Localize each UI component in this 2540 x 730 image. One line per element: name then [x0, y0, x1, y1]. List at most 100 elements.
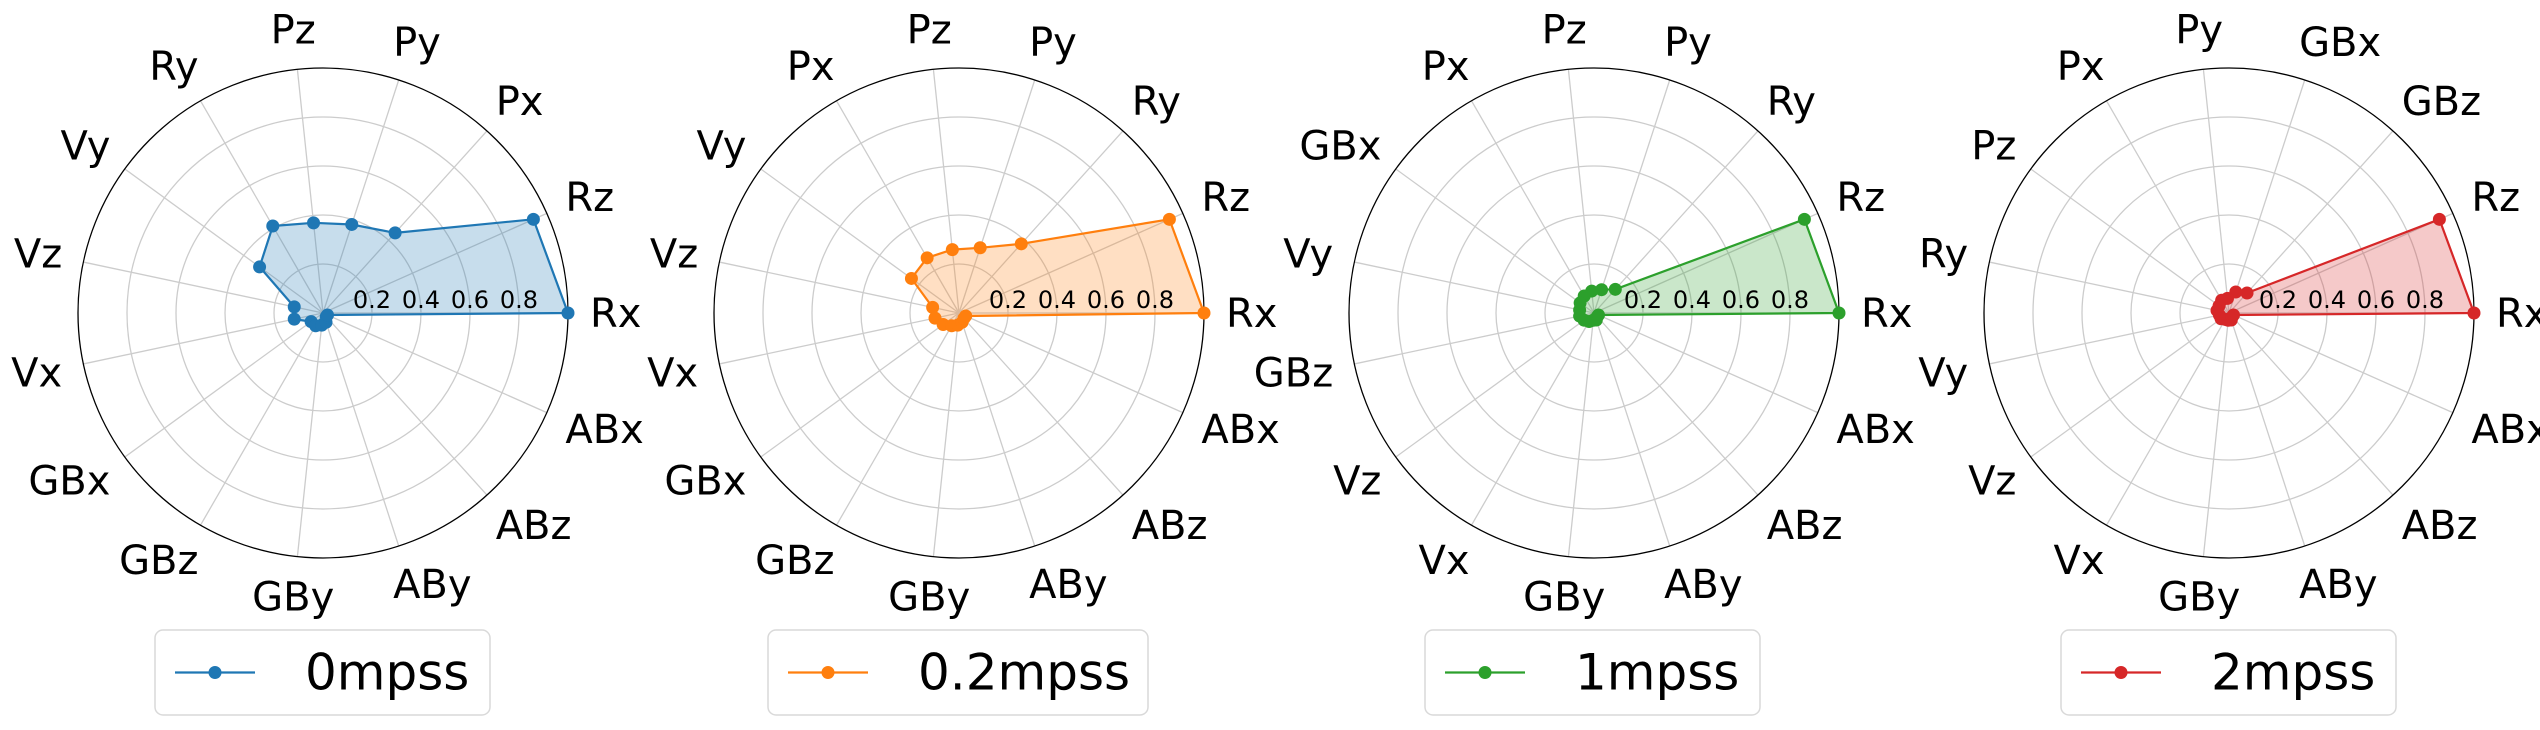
radial-tick-label: 0.6 [451, 286, 489, 314]
radial-tick-label: 0.4 [1038, 286, 1076, 314]
axis-label-rx: Rx [1226, 291, 1277, 337]
grid-spoke [2228, 312, 2306, 547]
axis-label-gbx: GBx [1299, 123, 1381, 169]
axis-label-abx: ABx [1836, 407, 1914, 453]
axis-label-gbx: GBx [664, 459, 746, 505]
grid-spoke [2202, 312, 2230, 557]
axis-label-vx: Vx [647, 350, 698, 396]
legend: 2mpss [2060, 629, 2397, 716]
grid-spoke [2228, 79, 2306, 314]
data-point [1197, 306, 1211, 320]
grid-spoke [1395, 312, 1595, 458]
grid-spoke [1593, 312, 1819, 414]
grid-spoke [1567, 312, 1595, 557]
grid-spoke [2105, 312, 2230, 526]
legend-box [767, 629, 1149, 716]
series-fill [1579, 219, 1839, 322]
grid-spoke [1989, 312, 2230, 365]
grid-spoke [2202, 69, 2230, 314]
axis-label-rz: Rz [1201, 175, 1250, 221]
radar-chart-2: 0.2 0.4 0.6 0.8 Rx Rz Ry Py Pz Px GBx Vy GBz Vz Vx GBy A… [1254, 8, 1915, 716]
axis-label-vx: Vx [1418, 538, 1469, 584]
grid-spoke [2030, 168, 2230, 314]
axis-label-ry: Ry [149, 44, 198, 90]
radial-tick-label: 0.6 [1722, 286, 1760, 314]
axis-label-gby: GBy [2158, 574, 2240, 620]
grid-spoke [2228, 312, 2454, 414]
legend-box [154, 629, 491, 716]
data-point [1595, 283, 1609, 297]
grid-spoke [322, 79, 400, 314]
grid-spoke [958, 79, 1036, 314]
axis-label-aby: ABy [393, 562, 471, 608]
data-point [253, 260, 267, 274]
axis-label-ry: Ry [1132, 79, 1181, 125]
radial-tick-label: 0.2 [353, 286, 391, 314]
grid-spoke [760, 168, 960, 314]
radial-tick-label: 0.4 [2308, 286, 2346, 314]
grid-spoke [1593, 79, 1671, 314]
axis-label-vy: Vy [1918, 350, 1968, 396]
axis-label-aby: ABy [2299, 562, 2377, 608]
grid-spoke [958, 312, 1184, 414]
axis-label-abz: ABz [2402, 503, 2478, 549]
data-point [945, 243, 959, 257]
grid-spoke [322, 212, 548, 314]
legend-label: 2mpss [2211, 644, 2375, 702]
axis-label-px: Px [1422, 44, 1470, 90]
axis-label-vx: Vx [2053, 538, 2104, 584]
radial-tick-label: 0.8 [1136, 286, 1174, 314]
data-point [926, 300, 940, 314]
series-fill [911, 219, 1204, 326]
axis-label-vy: Vy [696, 123, 746, 169]
grid-spoke [322, 130, 488, 314]
legend-marker [2114, 666, 2128, 679]
grid-spoke [1470, 312, 1595, 526]
grid-spoke [932, 69, 960, 314]
axis-label-vz: Vz [1968, 459, 2016, 505]
data-point [307, 216, 321, 230]
axis-label-abx: ABx [565, 407, 643, 453]
data-point [287, 312, 301, 326]
data-point [345, 217, 359, 231]
axis-label-abx: ABx [1201, 407, 1279, 453]
grid-spoke [1354, 261, 1595, 314]
axis-label-ry: Ry [1767, 79, 1816, 125]
grid-spoke [760, 312, 960, 458]
data-point [2467, 306, 2481, 320]
grid-spoke [958, 130, 1124, 314]
axis-label-gby: GBy [888, 574, 970, 620]
series-fill [2217, 219, 2474, 321]
axis-label-vz: Vz [650, 232, 698, 278]
legend: 0.2mpss [767, 629, 1149, 716]
grid-spoke [2030, 312, 2230, 458]
grid-spoke [1593, 312, 1759, 496]
axis-label-vz: Vz [1333, 459, 1381, 505]
axis-label-pz: Pz [1971, 123, 2016, 169]
axis-label-gby: GBy [1523, 574, 1605, 620]
data-point [561, 306, 575, 320]
data-point [2240, 286, 2254, 300]
data-point [1608, 282, 1622, 296]
axis-label-abz: ABz [1132, 503, 1208, 549]
legend-label: 1mpss [1575, 644, 1739, 702]
data-point [1162, 212, 1176, 226]
legend-marker [1478, 666, 1492, 679]
legend-label: 0mpss [305, 644, 469, 702]
grid-spoke [124, 312, 324, 458]
axis-label-rx: Rx [1861, 291, 1912, 337]
grid-spoke [1354, 312, 1595, 365]
axis-label-pz: Pz [1542, 8, 1587, 54]
data-point [2226, 308, 2240, 322]
data-point [2432, 212, 2446, 226]
grid-spoke [322, 312, 548, 414]
grid-spoke [199, 312, 324, 526]
grid-spoke [958, 312, 1036, 547]
axis-label-gbz: GBz [119, 538, 198, 584]
legend: 1mpss [1424, 629, 1761, 716]
grid-spoke [296, 69, 324, 314]
axis-label-gby: GBy [252, 574, 334, 620]
grid-spoke [1989, 261, 2230, 314]
legend-label: 0.2mpss [918, 644, 1130, 702]
